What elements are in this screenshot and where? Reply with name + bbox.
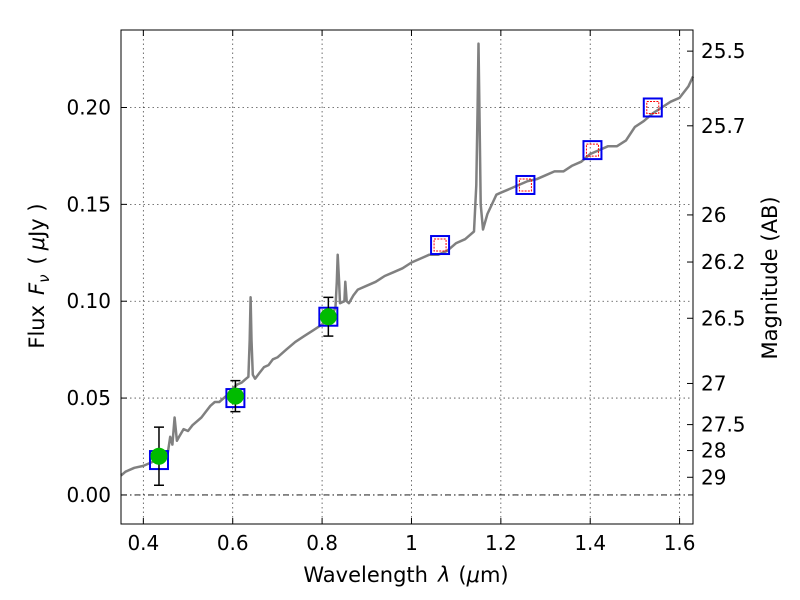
observed-flux-point [150,447,168,465]
upper-limit-square [518,178,532,192]
magnitude-tick-label: 26 [701,203,726,227]
y-tick-label: 0.15 [66,192,111,216]
data-points [148,97,663,487]
x-tick-label: 0.4 [127,531,159,555]
x-tick-label: 1.2 [485,531,517,555]
synthetic-flux-square [430,235,451,256]
magnitude-axis-label: Magnitude (AB) [758,196,782,359]
y-tick-label: 0.10 [66,289,111,313]
x-tick-label: 1.4 [574,531,606,555]
y-axis-label: FluxFν(μJy ) [25,203,53,348]
magnitude-tick-label: 26.5 [701,306,746,330]
synthetic-flux-square [515,174,536,195]
magnitude-tick-label: 25.5 [701,39,746,63]
magnitude-tick-label: 28 [701,439,726,463]
upper-limit-square [646,100,660,114]
upper-limit-square [585,143,599,157]
model-spectrum-line [120,42,695,477]
y-tick-label: 0.05 [66,386,111,410]
x-axis-ticks: 0.4 0.6 0.8 1 1.2 1.4 1.6 [127,30,696,555]
y-tick-label: 0.20 [66,95,111,119]
synthetic-flux-square [642,97,663,118]
synthetic-flux-square [582,140,603,161]
x-axis-label: Wavelength λ (μm) [303,563,508,587]
magnitude-tick-label: 27 [701,371,726,395]
magnitude-tick-label: 29 [701,465,726,489]
observed-flux-point [319,308,337,326]
x-tick-label: 0.8 [306,531,338,555]
grid [121,30,693,524]
plot-frame [120,29,694,525]
x-tick-label: 1 [405,531,418,555]
magnitude-tick-label: 27.5 [701,413,746,437]
x-tick-label: 1.6 [664,531,696,555]
magnitude-tick-label: 25.7 [701,114,746,138]
upper-limit-square [433,238,447,252]
y-axis-ticks: 0.00 0.05 0.10 0.15 0.20 [66,95,127,507]
observed-flux-point [226,387,244,405]
magnitude-tick-label: 26.2 [701,250,746,274]
x-tick-label: 0.6 [217,531,249,555]
y-tick-label: 0.00 [66,483,111,507]
